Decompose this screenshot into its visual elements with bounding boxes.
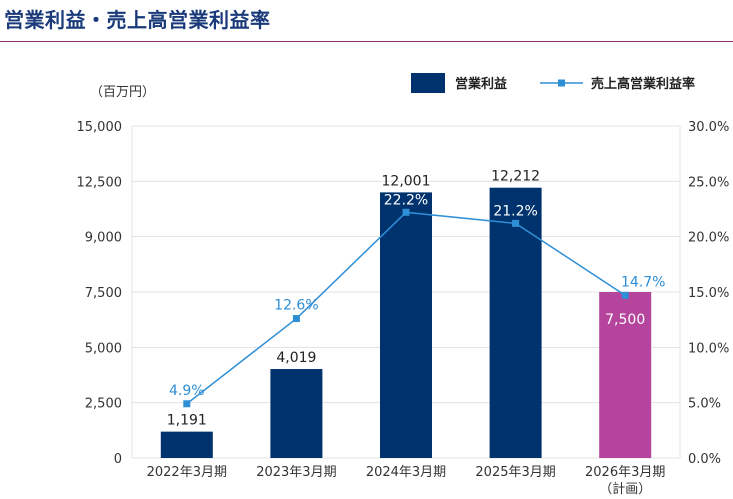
bar-value-label: 1,191 <box>167 413 207 429</box>
x-tick-label: 2023年3月期 <box>256 465 336 480</box>
grid-lines <box>132 125 680 459</box>
y-right-tick-label: 25.0% <box>688 175 729 190</box>
y-right-tick-label: 30.0% <box>688 120 729 135</box>
y-right-tick-label: 15.0% <box>688 286 729 301</box>
y-right-tick-label: 0.0% <box>688 452 721 467</box>
y-left-tick-label: 0 <box>114 452 122 467</box>
bar-operating-profit <box>380 192 432 458</box>
line-point-operating-margin <box>292 315 300 323</box>
line-point-operating-margin <box>183 400 191 408</box>
y-right-tick-label: 10.0% <box>688 341 729 356</box>
line-point-operating-margin <box>402 208 410 216</box>
y-right-tick-label: 20.0% <box>688 231 729 246</box>
x-tick-label: 2026年3月期 <box>585 465 665 480</box>
bar-operating-profit <box>599 292 652 458</box>
bar-operating-profit <box>160 431 213 458</box>
bar-operating-profit <box>270 369 323 458</box>
y-left-tick-label: 2,500 <box>85 397 122 412</box>
legend-label-operating-profit: 営業利益 <box>455 76 507 92</box>
axes: 0 2,500 5,000 7,500 9,000 12,500 15,000 0.0% 5.0… <box>77 85 730 497</box>
legend-label-operating-margin: 売上高営業利益率 <box>591 76 695 92</box>
y-left-tick-label: 5,000 <box>85 341 122 356</box>
y-left-tick-label: 12,500 <box>77 175 123 190</box>
bar-value-label: 4,019 <box>276 350 316 366</box>
line-value-label: 12.6% <box>274 298 318 314</box>
bar-value-label: 7,500 <box>605 312 645 328</box>
x-tick-label: 2024年3月期 <box>366 465 446 480</box>
bar-operating-profit <box>489 187 542 458</box>
y-right-tick-label: 5.0% <box>688 397 721 412</box>
line-value-label: 14.7% <box>621 274 665 290</box>
line-value-label: 21.2% <box>493 203 537 219</box>
y-left-tick-label: 7,500 <box>85 286 122 301</box>
bar-value-label: 12,001 <box>382 173 431 189</box>
title-divider <box>0 41 733 42</box>
y-left-tick-label: 9,000 <box>85 231 122 246</box>
line-value-label: 22.2% <box>384 192 428 208</box>
legend-swatch-operating-profit <box>411 73 445 93</box>
line-point-operating-margin <box>621 291 629 299</box>
bar-series <box>160 187 652 458</box>
bar-value-label: 12,212 <box>491 169 540 185</box>
line-point-operating-margin <box>512 219 520 227</box>
x-tick-label: 2022年3月期 <box>147 465 227 480</box>
x-tick-label: 2025年3月期 <box>475 465 555 480</box>
legend: 営業利益 売上高営業利益率 <box>411 73 695 93</box>
line-series <box>183 208 629 408</box>
line-value-label: 4.9% <box>169 383 205 399</box>
page-title: 営業利益・売上高営業利益率 <box>4 8 271 32</box>
y-left-unit-label: （百万円） <box>90 85 155 100</box>
legend-marker-operating-margin <box>558 79 565 87</box>
y-left-tick-label: 15,000 <box>77 120 123 135</box>
x-tick-note: （計画） <box>599 481 651 497</box>
data-labels: 1,191 4,019 12,001 12,212 7,500 4.9% 12.6% 22.2… <box>167 169 666 429</box>
